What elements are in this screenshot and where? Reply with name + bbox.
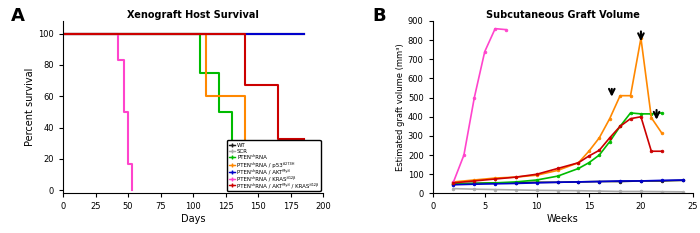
X-axis label: Weeks: Weeks (547, 214, 579, 224)
X-axis label: Days: Days (181, 214, 205, 224)
Y-axis label: Estimated graft volume (mm³): Estimated graft volume (mm³) (396, 43, 405, 171)
Text: B: B (373, 7, 386, 25)
Text: A: A (11, 7, 25, 25)
Y-axis label: Percent survival: Percent survival (25, 68, 36, 146)
Title: Subcutaneous Graft Volume: Subcutaneous Graft Volume (486, 10, 640, 20)
Legend: WT, SCR, PTENˢʰRNA, PTENˢʰRNA / p53ᴽ²⁷³ᴴ, PTENˢʰRNA / AKTᴹʸᴽ, PTENˢʰRNA / KRASᴽ¹: WT, SCR, PTENˢʰRNA, PTENˢʰRNA / p53ᴽ²⁷³ᴴ… (227, 140, 321, 191)
Title: Xenograft Host Survival: Xenograft Host Survival (127, 10, 259, 20)
